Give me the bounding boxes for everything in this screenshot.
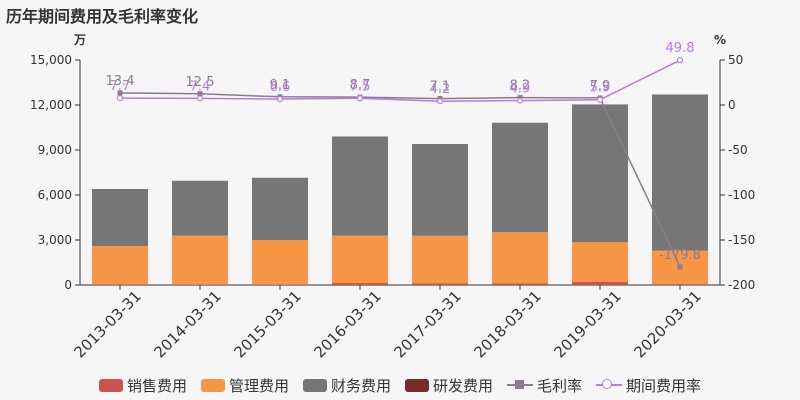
y-left-tick-label: 15,000 bbox=[30, 53, 72, 67]
bar-财务费用 bbox=[92, 189, 148, 246]
bar-销售费用 bbox=[332, 283, 388, 285]
bar-财务费用 bbox=[252, 177, 308, 240]
data-label-毛利率: 8.7 bbox=[350, 78, 371, 93]
point-期间费用率 bbox=[196, 95, 204, 102]
line-期间费用率 bbox=[119, 59, 681, 102]
point-期间费用率 bbox=[676, 57, 684, 64]
bar-管理费用 bbox=[172, 235, 228, 285]
bar-管理费用 bbox=[412, 235, 468, 284]
bar-销售费用 bbox=[492, 283, 548, 285]
point-期间费用率 bbox=[116, 94, 124, 102]
bar-销售费用 bbox=[652, 284, 708, 285]
x-tick-label: 2017-03-31 bbox=[390, 287, 464, 361]
bar-管理费用 bbox=[332, 235, 388, 284]
legend-item[interactable]: 管理费用 bbox=[200, 375, 289, 396]
data-label-毛利率: 7.1 bbox=[430, 80, 451, 95]
y-right-unit: % bbox=[714, 33, 726, 47]
chart-title: 历年期间费用及毛利率变化 bbox=[6, 7, 199, 26]
bar-管理费用 bbox=[92, 246, 148, 285]
data-label-毛利率: 12.5 bbox=[186, 75, 215, 90]
legend-swatch bbox=[302, 378, 327, 392]
data-label-期间费用率: 49.8 bbox=[666, 41, 695, 56]
bar-财务费用 bbox=[572, 104, 628, 243]
line-毛利率 bbox=[119, 92, 681, 268]
y-right-tick-label: -200 bbox=[728, 278, 755, 292]
legend-item[interactable]: 销售费用 bbox=[98, 375, 187, 396]
data-label-毛利率: 7.9 bbox=[590, 79, 611, 94]
data-label-毛利率: 9.1 bbox=[270, 78, 291, 93]
y-left-tick-label: 0 bbox=[64, 278, 72, 292]
y-right-tick-label: -150 bbox=[728, 233, 755, 247]
x-tick-label: 2015-03-31 bbox=[230, 287, 304, 361]
bar-财务费用 bbox=[172, 180, 228, 236]
legend-item[interactable]: 毛利率 bbox=[507, 375, 582, 396]
y-right-tick-label: -50 bbox=[728, 143, 748, 157]
y-right-tick-label: 0 bbox=[728, 98, 736, 112]
data-label-毛利率: 8.2 bbox=[510, 79, 531, 94]
bar-销售费用 bbox=[412, 283, 468, 285]
x-tick-label: 2013-03-31 bbox=[70, 287, 144, 361]
y-left-unit: 万 bbox=[73, 33, 86, 47]
x-tick-label: 2020-03-31 bbox=[630, 287, 704, 361]
y-left-tick-label: 6,000 bbox=[38, 188, 72, 202]
x-tick-label: 2014-03-31 bbox=[150, 287, 224, 361]
y-left-tick-label: 12,000 bbox=[30, 98, 72, 112]
legend-swatch bbox=[405, 378, 429, 392]
data-label-毛利率: -179.8 bbox=[659, 248, 701, 263]
legend-label: 销售费用 bbox=[126, 376, 187, 395]
x-tick-label: 2018-03-31 bbox=[470, 287, 544, 361]
point-期间费用率 bbox=[596, 96, 604, 103]
legend-label: 财务费用 bbox=[330, 376, 391, 395]
data-label-期间费用率: 7.7 bbox=[110, 79, 131, 94]
x-tick-label: 2016-03-31 bbox=[310, 287, 384, 361]
point-期间费用率 bbox=[436, 98, 444, 105]
bar-管理费用 bbox=[252, 240, 308, 285]
data-label-毛利率: 13.4 bbox=[106, 74, 135, 89]
bar-销售费用 bbox=[572, 282, 628, 285]
legend-item[interactable]: 财务费用 bbox=[302, 375, 391, 396]
y-right-tick-label: 50 bbox=[728, 53, 743, 67]
legend-label: 研发费用 bbox=[433, 376, 494, 395]
legend-label: 毛利率 bbox=[537, 376, 583, 395]
legend-label: 管理费用 bbox=[228, 376, 289, 395]
y-right-tick-label: -100 bbox=[728, 188, 755, 202]
point-毛利率 bbox=[117, 90, 123, 96]
y-left-tick-label: 3,000 bbox=[38, 233, 72, 247]
legend-swatch bbox=[98, 378, 123, 392]
point-期间费用率 bbox=[356, 95, 364, 102]
data-label-期间费用率: 5.9 bbox=[590, 81, 611, 96]
legend-item[interactable]: 研发费用 bbox=[405, 375, 493, 396]
bar-财务费用 bbox=[652, 94, 708, 251]
bar-管理费用 bbox=[492, 232, 548, 284]
legend-item[interactable]: 期间费用率 bbox=[596, 375, 701, 396]
legend-swatch bbox=[596, 378, 623, 392]
data-label-期间费用率: 7.4 bbox=[190, 79, 211, 94]
bar-销售费用 bbox=[172, 284, 228, 285]
data-label-期间费用率: 4.2 bbox=[430, 82, 451, 97]
bar-财务费用 bbox=[492, 122, 548, 233]
legend-label: 期间费用率 bbox=[626, 376, 702, 395]
legend-swatch bbox=[200, 378, 225, 392]
bar-财务费用 bbox=[332, 136, 388, 236]
point-毛利率 bbox=[197, 91, 203, 97]
legend: 销售费用 管理费用 财务费用 研发费用 毛利率 期间费用率 bbox=[0, 372, 800, 398]
legend-swatch bbox=[507, 378, 534, 392]
x-tick-label: 2019-03-31 bbox=[550, 287, 624, 361]
point-期间费用率 bbox=[276, 95, 284, 103]
data-label-期间费用率: 7.5 bbox=[350, 79, 371, 94]
bar-财务费用 bbox=[412, 144, 468, 236]
bar-管理费用 bbox=[572, 242, 628, 282]
data-label-期间费用率: 6.6 bbox=[270, 80, 291, 95]
y-left-tick-label: 9,000 bbox=[38, 143, 72, 157]
point-毛利率 bbox=[677, 264, 683, 270]
point-期间费用率 bbox=[516, 97, 524, 104]
data-label-期间费用率: 4.9 bbox=[510, 82, 531, 97]
bar-销售费用 bbox=[252, 284, 308, 285]
